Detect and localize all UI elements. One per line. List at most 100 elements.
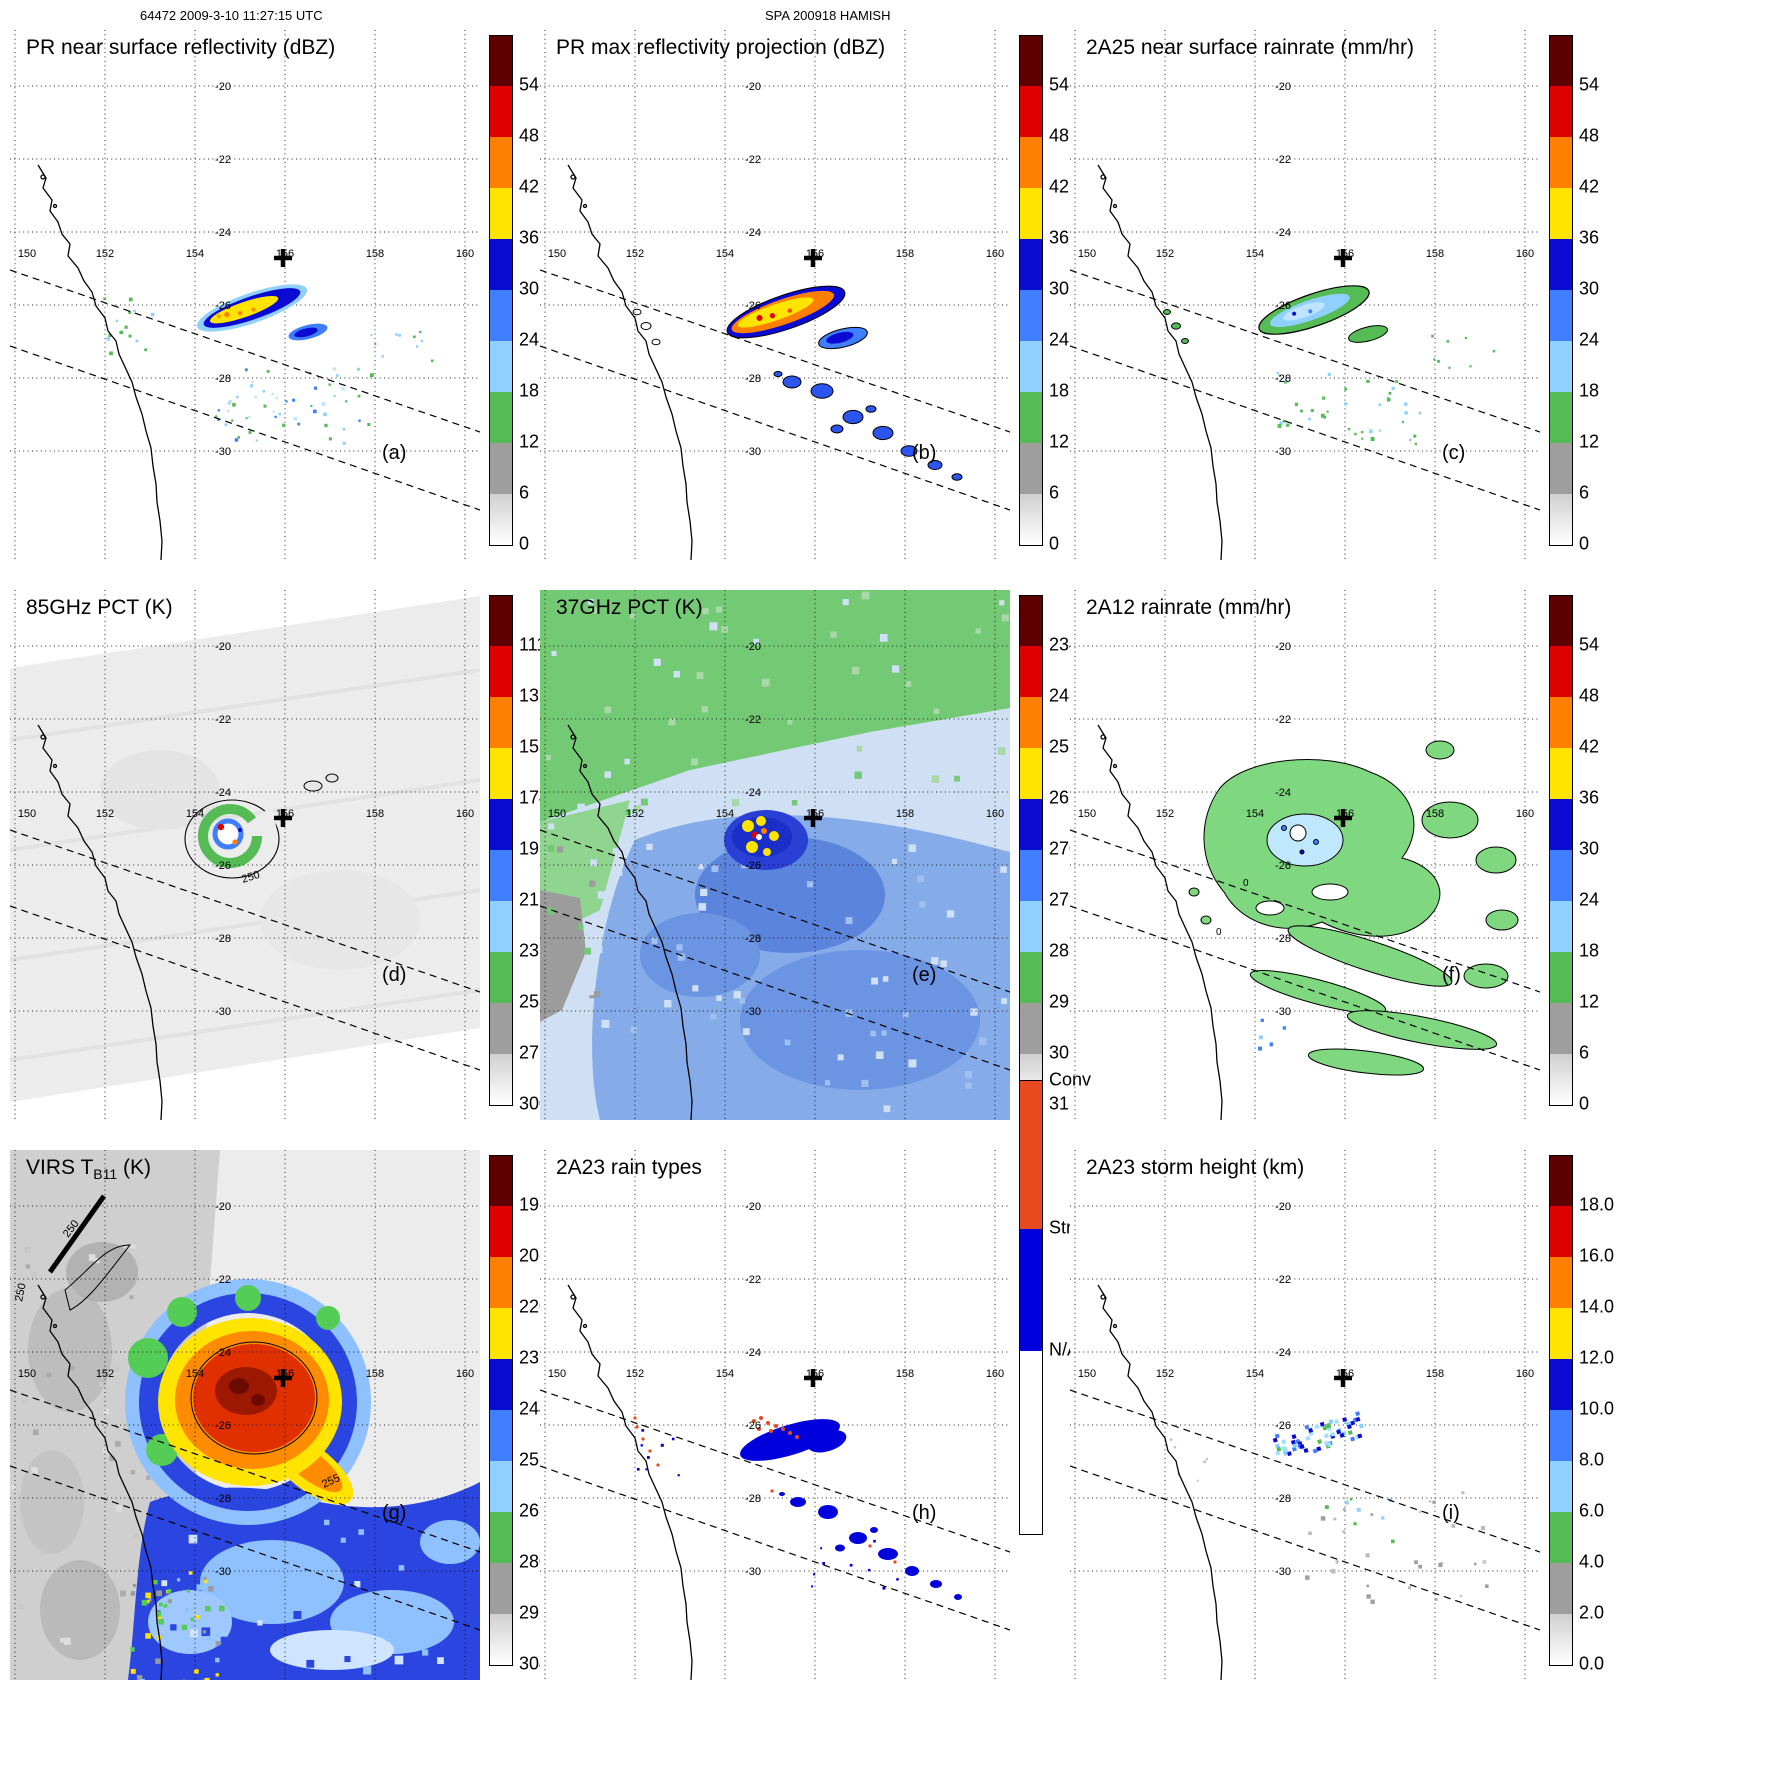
colorbar-segment — [1550, 1563, 1572, 1614]
map-d: 250 150 152 154 156 158 160 -20 -22 -24 -26 -28 -30 — [10, 590, 480, 1120]
lat-label: -26 — [1275, 860, 1291, 872]
panel-h: 150 152 154 156 158 160 -20 -22 -24 -26 -28 -30 2A2… — [540, 1070, 1100, 1710]
swath-edges — [10, 829, 480, 1071]
storm-center-marker — [1334, 1369, 1352, 1387]
lat-label: -20 — [215, 81, 231, 93]
lat-label: -24 — [1275, 227, 1291, 239]
colorbar-segment — [490, 596, 512, 646]
map-c: 150 152 154 156 158 160 -20 -22 -24 -26 -28 -30 — [1070, 30, 1540, 560]
panel-g-title: VIRS TB11 (K) — [26, 1156, 151, 1182]
swath-edges — [540, 269, 1010, 511]
colorbar-segment — [1020, 341, 1042, 392]
colorbar-tick-label: 12 — [1579, 991, 1600, 1012]
colorbar-segment — [1020, 290, 1042, 341]
lat-label: -22 — [1275, 714, 1291, 726]
lat-label: -28 — [215, 1493, 231, 1505]
colorbar-segment — [490, 697, 512, 748]
lat-label: -26 — [215, 860, 231, 872]
title-text: 2A12 rainrate (mm/hr) — [1086, 596, 1292, 619]
colorbar-tick-label: 18 — [1049, 380, 1070, 401]
lat-label: -22 — [745, 154, 761, 166]
axis-labels: 150 152 154 156 158 160 -20 -22 -24 -26 -28 -30 — [548, 81, 1004, 458]
lon-label: 160 — [986, 1368, 1004, 1380]
storm-center-marker — [804, 809, 822, 827]
colorbar-tick-label: 12.0 — [1579, 1347, 1615, 1368]
colorbar-tick-label: 12 — [519, 431, 540, 452]
colorbar-segment — [1550, 1003, 1572, 1054]
colorbar-segment — [490, 1257, 512, 1308]
colorbar-tick-label: 14.0 — [1579, 1296, 1615, 1317]
lat-label: -20 — [1275, 81, 1291, 93]
data-speckles — [215, 367, 374, 445]
storm-echo — [196, 284, 308, 332]
lon-label: 160 — [1516, 248, 1534, 260]
colorbar-segment — [490, 850, 512, 901]
lon-label: 156 — [1336, 808, 1354, 820]
lon-label: 160 — [456, 1368, 474, 1380]
panel-f: 0 0 150 152 154 156 158 160 -20 -22 -24 -26 -28 -30 2… — [1070, 590, 1630, 1150]
colorbar-tick-label: 0.0 — [1579, 1653, 1605, 1674]
storm-center-marker — [274, 809, 292, 827]
colorbar-tick-label: 18 — [519, 380, 540, 401]
swath-edges — [1070, 829, 1540, 1071]
colorbar-segment — [1550, 697, 1572, 748]
data-speckles — [636, 1429, 680, 1477]
lat-label: -24 — [1275, 1347, 1291, 1359]
lon-label: 158 — [1426, 1368, 1444, 1380]
lon-label: 160 — [456, 248, 474, 260]
lat-label: -26 — [1275, 300, 1291, 312]
lon-label: 156 — [276, 248, 294, 260]
colorbar-segment — [1020, 799, 1042, 850]
colorbar-segment — [490, 137, 512, 188]
lat-label: -26 — [745, 860, 761, 872]
data-speckles — [161, 1511, 444, 1678]
lat-label: -30 — [745, 446, 761, 458]
lon-label: 156 — [276, 808, 294, 820]
colorbar-tick-label: 42 — [1579, 176, 1600, 197]
lon-label: 152 — [626, 808, 644, 820]
colorbar-segment — [1550, 1410, 1572, 1461]
colorbar-tick-label: 12 — [1049, 431, 1070, 452]
lat-label: -24 — [215, 787, 231, 799]
panel-b-title: PR max reflectivity projection (dBZ) — [556, 36, 885, 62]
colorbar-tick-label: 30 — [519, 278, 540, 299]
colorbar-tick-label: 2.0 — [1579, 1602, 1605, 1623]
colorbar-tick-label: 36 — [1579, 227, 1600, 248]
panel-b: 150 152 154 156 158 160 -20 -22 -24 -26 -28 -30 PR … — [540, 30, 1100, 590]
colorbar-segment — [490, 443, 512, 494]
colorbar-tick-label: 24 — [519, 329, 540, 350]
panel-c: 150 152 154 156 158 160 -20 -22 -24 -26 -28 -30 2A2… — [1070, 30, 1630, 590]
lon-label: 158 — [366, 808, 384, 820]
storm-center-marker — [804, 249, 822, 267]
colorbar-segment — [490, 1563, 512, 1614]
lat-label: -26 — [745, 1420, 761, 1432]
colorbar-tick-label: 0 — [1049, 533, 1060, 554]
colorbar-segment — [1020, 901, 1042, 952]
panel-e-letter: (e) — [912, 964, 937, 986]
colorbar-segment — [1020, 1229, 1042, 1351]
colorbar-segment — [1020, 392, 1042, 443]
colorbar-tick-label: 48 — [1049, 125, 1070, 146]
colorbar-tick-label: 24 — [1579, 889, 1600, 910]
panel-a: 150 152 154 156 158 160 -20 -22 -24 -26 -28 -30 PR … — [10, 30, 570, 590]
axis-labels: 150 152 154 156 158 160 -20 -22 -24 -26 -28 -30 — [1078, 81, 1534, 458]
lon-label: 154 — [716, 248, 734, 260]
colorbar-tick-label: 54 — [1049, 74, 1070, 95]
colorbar-tick-label: 42 — [519, 176, 540, 197]
colorbar-segment — [490, 799, 512, 850]
lat-label: -28 — [1275, 373, 1291, 385]
colorbar-a: 54 48 42 36 30 24 18 12 6 0 — [489, 35, 571, 580]
colorbar-tick-label: 6 — [1579, 1042, 1590, 1063]
coastline — [567, 724, 693, 1120]
colorbar-segment — [1550, 36, 1572, 86]
colorbar-tick-label: 12 — [1579, 431, 1600, 452]
colorbar-segment — [1020, 596, 1042, 646]
colorbar-segment — [1020, 86, 1042, 137]
colorbar-tick-label: 24 — [1579, 329, 1600, 350]
storm-feature — [184, 799, 280, 879]
lat-label: -28 — [1275, 933, 1291, 945]
swath-edges — [10, 1389, 480, 1631]
colorbar-segment — [1550, 137, 1572, 188]
lon-label: 156 — [806, 248, 824, 260]
data-speckles — [547, 845, 606, 1003]
